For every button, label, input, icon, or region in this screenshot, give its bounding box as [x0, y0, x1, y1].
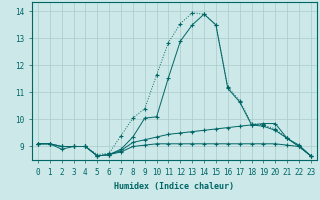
X-axis label: Humidex (Indice chaleur): Humidex (Indice chaleur) [115, 182, 234, 191]
